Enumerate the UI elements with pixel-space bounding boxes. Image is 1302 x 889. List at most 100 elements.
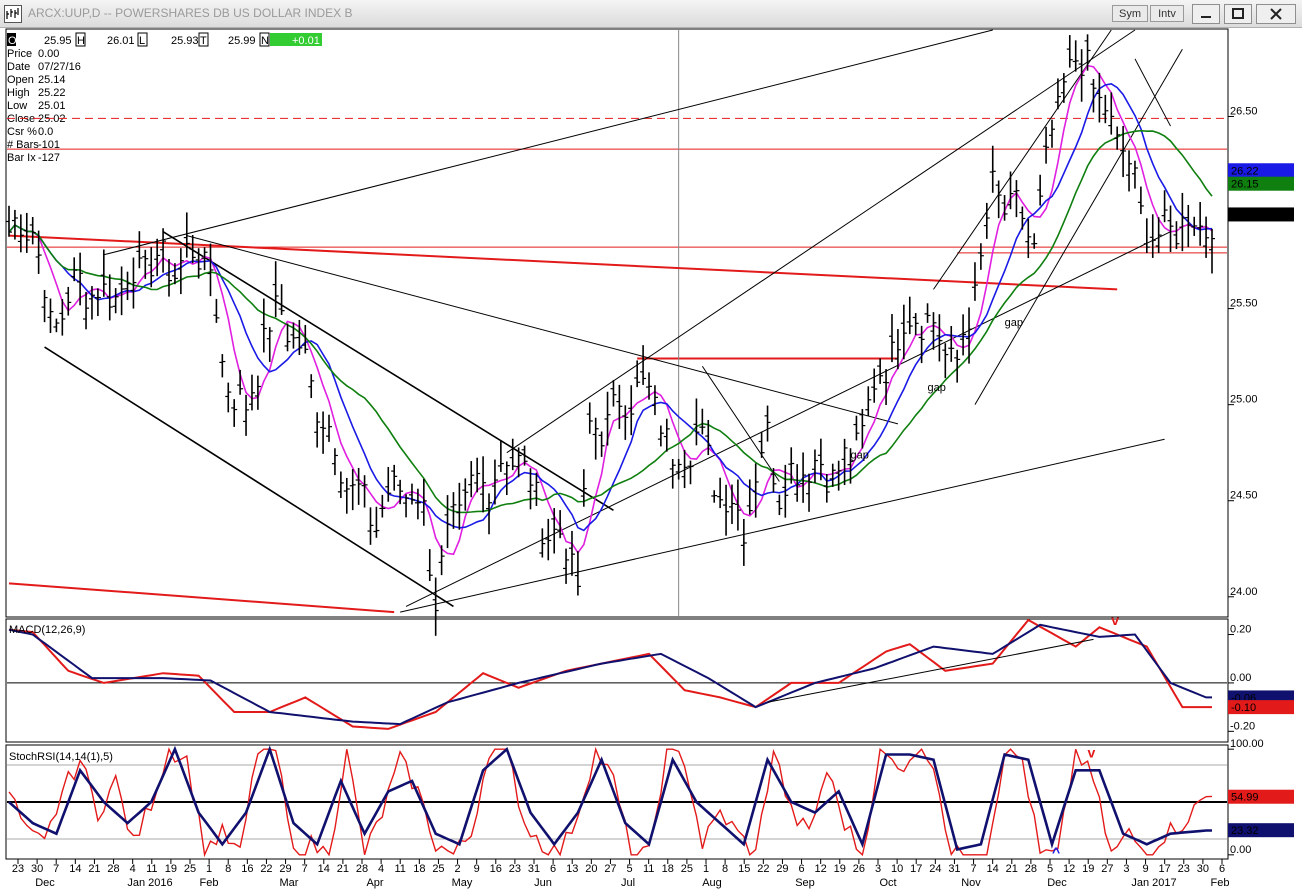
- x-day-label: 31: [948, 863, 960, 875]
- info-key: Price: [7, 48, 32, 60]
- x-day-label: 27: [604, 863, 616, 875]
- y-tick-label: 0.00: [1230, 672, 1251, 684]
- x-day-label: 16: [241, 863, 253, 875]
- x-day-label: 6: [550, 863, 556, 875]
- window-titlebar: ARCX:UUP,D -- POWERSHARES DB US DOLLAR I…: [0, 0, 1302, 28]
- symbol-button-label: Sym: [1119, 8, 1141, 20]
- x-day-label: 10: [891, 863, 903, 875]
- price-bars: [6, 34, 1215, 636]
- price-panel[interactable]: [5, 28, 1229, 618]
- macd-panel[interactable]: [5, 618, 1229, 743]
- price-annotations: gap gap gap: [851, 317, 1023, 462]
- x-day-label: 7: [970, 863, 976, 875]
- info-value: 25.01: [38, 100, 66, 112]
- y-tick-label: 25.00: [1230, 394, 1258, 406]
- x-month-label: May: [452, 877, 473, 889]
- x-month-label: Jun: [534, 877, 552, 889]
- x-day-label: 18: [413, 863, 425, 875]
- maximize-button[interactable]: [1224, 4, 1252, 24]
- trendline: [103, 29, 993, 256]
- quote-net-value: +0.01: [292, 35, 320, 47]
- x-day-label: 17: [910, 863, 922, 875]
- x-month-label: Jan 2017: [1131, 877, 1176, 889]
- x-day-label: 3: [1123, 863, 1129, 875]
- x-day-label: 24: [929, 863, 941, 875]
- interval-button[interactable]: Intv: [1150, 5, 1184, 22]
- x-day-label: 2: [454, 863, 460, 875]
- x-day-label: 19: [834, 863, 846, 875]
- x-day-label: 1: [703, 863, 709, 875]
- symbol-button[interactable]: Sym: [1112, 5, 1148, 22]
- quote-last-key: T: [200, 35, 207, 47]
- x-day-label: 22: [757, 863, 769, 875]
- x-day-label: 25: [184, 863, 196, 875]
- last-value-label: 25.99: [1231, 209, 1259, 221]
- x-day-label: 12: [815, 863, 827, 875]
- x-day-label: 7: [53, 863, 59, 875]
- minimize-icon: [1201, 16, 1211, 18]
- x-day-label: 14: [69, 863, 81, 875]
- x-day-label: 15: [738, 863, 750, 875]
- trendline: [701, 365, 780, 482]
- last-value-label: 26.22: [1231, 165, 1259, 177]
- x-day-label: 23: [509, 863, 521, 875]
- x-month-label: Feb: [1211, 877, 1230, 889]
- info-panel: Price 0.00 Date 07/27/16 Open 25.14 High 25.22 L…: [7, 48, 81, 164]
- x-day-label: 20: [585, 863, 597, 875]
- x-day-label: 25: [432, 863, 444, 875]
- last-value-box: [1228, 700, 1294, 715]
- quote-net-value-bg: [270, 33, 322, 46]
- trendline: [162, 231, 614, 512]
- x-day-label: 27: [1101, 863, 1113, 875]
- ma-fast-line: [8, 64, 1213, 556]
- info-value: 07/27/16: [38, 61, 81, 73]
- x-day-label: 3: [875, 863, 881, 875]
- minimize-button[interactable]: [1192, 4, 1220, 24]
- maximize-icon: [1232, 8, 1244, 19]
- quote-last-value: 25.99: [228, 35, 256, 47]
- gap-annotation: gap: [928, 382, 946, 394]
- info-value: -127: [38, 152, 60, 164]
- x-day-label: 9: [474, 863, 480, 875]
- x-day-label: 5: [1047, 863, 1053, 875]
- y-tick-label: 25.50: [1230, 298, 1258, 310]
- stochrsi-line: [8, 746, 1213, 858]
- info-value: 25.14: [38, 74, 66, 86]
- last-value-box: [1228, 789, 1294, 804]
- info-key: Date: [7, 61, 30, 73]
- last-value-label: 54.99: [1231, 792, 1259, 804]
- quote-low-key: L: [139, 35, 145, 47]
- last-value-box: [1228, 176, 1294, 191]
- last-value-box: [1228, 823, 1294, 838]
- x-day-label: 19: [1082, 863, 1094, 875]
- x-day-label: 30: [31, 863, 43, 875]
- x-day-label: 7: [302, 863, 308, 875]
- x-day-label: 12: [1063, 863, 1075, 875]
- trendline: [44, 346, 454, 608]
- ma-mid-line: [8, 82, 1213, 532]
- quote-net-key: N: [261, 35, 269, 47]
- x-month-label: Jan 2016: [127, 877, 172, 889]
- window-title: ARCX:UUP,D -- POWERSHARES DB US DOLLAR I…: [28, 6, 353, 20]
- macd-lines: v: [7, 612, 1227, 730]
- x-month-label: Mar: [280, 877, 299, 889]
- x-day-label: 25: [681, 863, 693, 875]
- x-day-label: 28: [1025, 863, 1037, 875]
- quote-net-key-box: [259, 32, 270, 47]
- x-day-label: 13: [566, 863, 578, 875]
- x-day-label: 11: [643, 863, 654, 875]
- y-tick-label: 24.00: [1230, 586, 1258, 598]
- x-day-label: 14: [987, 863, 999, 875]
- y-axes: 26.50 25.50 25.00 24.50 24.00 26.22 26.15 25.99…: [1228, 105, 1294, 856]
- x-day-label: 29: [776, 863, 788, 875]
- ma-slow-line: [8, 129, 1213, 514]
- last-value-label: -0.10: [1231, 702, 1256, 714]
- info-value: 25.02: [38, 113, 66, 125]
- quote-bar: O 25.95 H 26.01 L 25.93 T 25.99 N +0.01: [7, 32, 322, 47]
- close-button[interactable]: [1256, 4, 1296, 24]
- y-tick-label: 0.20: [1230, 624, 1251, 636]
- x-day-label: 8: [225, 863, 231, 875]
- x-month-label: Dec: [1047, 877, 1067, 889]
- x-day-label: 23: [12, 863, 24, 875]
